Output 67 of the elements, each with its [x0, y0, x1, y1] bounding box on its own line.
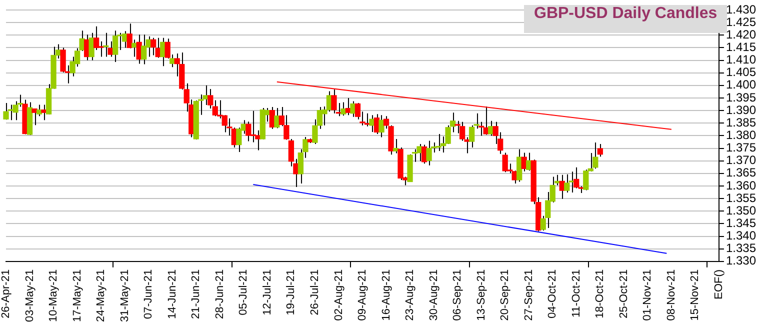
y-tick-label: 1.350: [726, 203, 756, 218]
y-tick-label: 1.365: [726, 166, 756, 180]
y-tick-label: 1.355: [726, 190, 756, 205]
x-tick-label: 04-Oct-21: [546, 269, 559, 318]
x-tick-label: 10-May-21: [48, 269, 60, 322]
x-tick-label: 13-Sep-21: [475, 269, 488, 321]
y-tick-label: 1.430: [726, 2, 756, 16]
x-tick-label: 23-Aug-21: [404, 269, 416, 321]
y-tick-label: 1.335: [726, 241, 756, 256]
x-tick-label: 25-Oct-21: [618, 269, 630, 318]
x-tick-label: 03-May-21: [24, 269, 36, 322]
x-tick-label: 21-Jun-21: [190, 269, 202, 319]
candlestick: [236, 127, 242, 153]
x-tick-label: 06-Sep-21: [452, 269, 464, 321]
candlestick: [41, 104, 47, 121]
candlestick: [60, 47, 66, 73]
candlestick: [574, 166, 580, 189]
x-tick-label: EOF(): [713, 269, 725, 300]
candlestick: [3, 102, 9, 120]
y-tick-label: 1.330: [726, 254, 756, 268]
x-tick-label: 31-May-21: [118, 269, 131, 322]
x-tick-label: 05-Jul-21: [238, 269, 250, 316]
y-tick-label: 1.360: [726, 178, 756, 192]
y-tick-label: 1.385: [726, 115, 756, 130]
x-tick-label: 12-Jul-21: [261, 269, 274, 316]
candlestick: [331, 88, 337, 114]
y-tick-label: 1.405: [726, 65, 756, 80]
x-tick-label: 30-Aug-21: [428, 269, 440, 321]
x-tick-label: 20-Sep-21: [499, 269, 512, 321]
candlestick: [516, 148, 522, 182]
x-tick-label: 26-Jul-21: [308, 269, 321, 316]
chart-title: GBP-USD Daily Candles: [524, 5, 728, 33]
candlestick: [150, 37, 156, 56]
x-tick-label: 17-May-21: [71, 269, 84, 322]
y-tick-label: 1.410: [726, 52, 756, 67]
candlestick: [564, 174, 570, 194]
x-tick-label: 02-Aug-21: [332, 269, 345, 321]
x-tick-label: 07-Jun-21: [142, 269, 155, 319]
y-tick-label: 1.425: [726, 14, 756, 29]
x-tick-label: 09-Aug-21: [356, 269, 369, 321]
candlestick: [141, 34, 147, 65]
candlestick: [340, 102, 346, 116]
y-tick-label: 1.345: [726, 216, 756, 230]
x-tick-label: 16-Aug-21: [380, 269, 392, 321]
x-tick-label: 11-Oct-21: [570, 269, 582, 318]
candlestick: [112, 30, 118, 63]
y-tick-label: 1.375: [726, 140, 756, 155]
y-tick-label: 1.400: [726, 78, 756, 92]
x-tick-label: 28-Jun-21: [214, 269, 226, 319]
y-tick-label: 1.420: [726, 27, 756, 42]
candlestick: [32, 108, 38, 126]
x-tick-label: 14-Jun-21: [166, 269, 178, 319]
x-tick-label: 15-Nov-21: [689, 269, 702, 321]
y-tick-label: 1.340: [726, 228, 756, 243]
candlestick: [378, 114, 384, 138]
y-tick-label: 1.395: [726, 90, 756, 104]
y-tick-label: 1.415: [726, 40, 756, 54]
y-tick-label: 1.380: [726, 128, 756, 142]
x-tick-label: 19-Jul-21: [285, 269, 298, 316]
x-tick-label: 27-Sep-21: [522, 269, 535, 321]
y-tick-label: 1.390: [726, 102, 756, 117]
y-tick-label: 1.370: [726, 153, 756, 168]
x-tick-label: 01-Nov-21: [642, 269, 654, 321]
x-tick-label: 18-Oct-21: [594, 269, 606, 318]
x-tick-label: 24-May-21: [95, 269, 108, 322]
x-tick-label: 26-Apr-21: [0, 269, 12, 318]
x-tick-label: 08-Nov-21: [665, 269, 678, 321]
